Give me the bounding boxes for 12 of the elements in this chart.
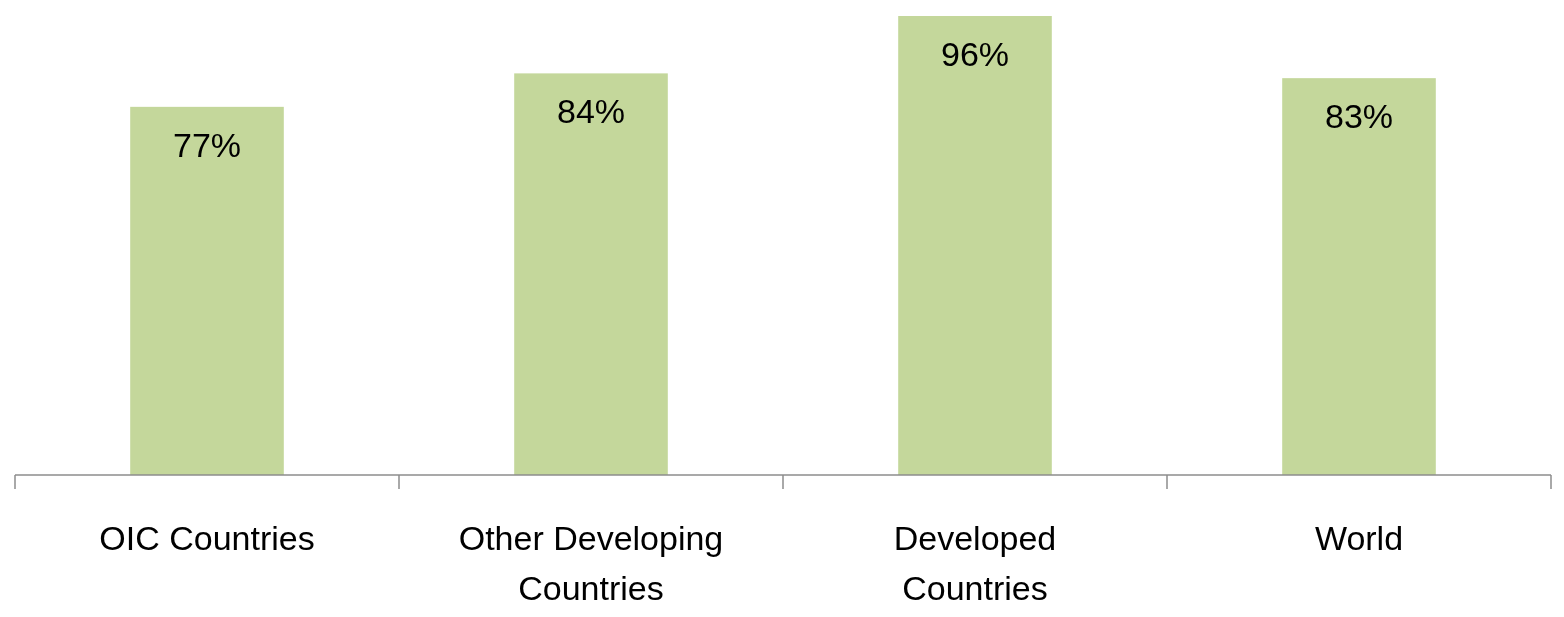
x-tick-label: World: [1314, 519, 1404, 557]
bar: [130, 106, 284, 475]
data-label: 83%: [1324, 97, 1394, 136]
x-tick-label: Developed Countries: [893, 519, 1057, 607]
data-label: 96%: [940, 35, 1010, 73]
data-label: 84%: [556, 92, 626, 131]
bar: [1282, 78, 1436, 475]
x-tick-label: OIC Countries: [99, 519, 315, 557]
bar: [514, 73, 668, 475]
data-label: 77%: [172, 125, 242, 164]
bar: [898, 16, 1052, 475]
x-tick-label: Other Developing Countries: [458, 519, 724, 607]
